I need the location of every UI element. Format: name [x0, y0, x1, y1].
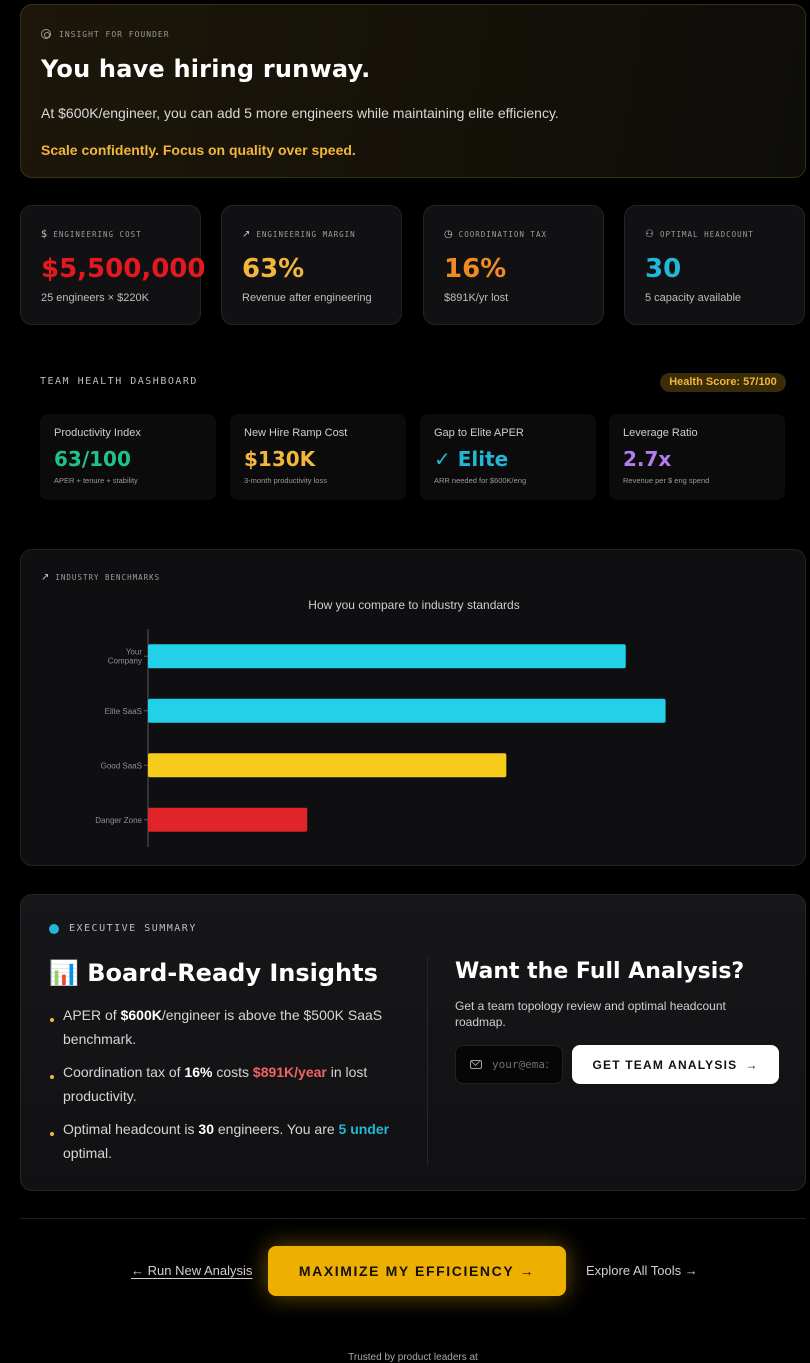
maximize-efficiency-button[interactable]: MAXIMIZE MY EFFICIENCY → — [268, 1246, 566, 1296]
health-card-value: $130K — [244, 447, 316, 471]
health-card-ramp-cost: New Hire Ramp Cost $130K 3-month product… — [230, 414, 406, 500]
stat-label: OPTIMAL HEADCOUNT — [659, 230, 754, 239]
stat-sub: Revenue after engineering — [242, 292, 372, 304]
status-dot-icon — [49, 923, 59, 934]
team-health-title: TEAM HEALTH DASHBOARD — [40, 376, 198, 387]
chart-title: How you compare to industry standards — [308, 598, 520, 612]
health-card-sub: APER + tenure + stability — [54, 476, 138, 485]
summary-kicker: EXECUTIVE SUMMARY — [69, 923, 197, 934]
trending-up-icon: ↗ — [41, 572, 50, 583]
insight-card: INSIGHT FOR FOUNDER You have hiring runw… — [20, 4, 806, 178]
stat-label: ENGINEERING COST — [53, 230, 142, 239]
stat-value: 30 — [645, 254, 682, 284]
stat-value: $5,500,000 — [41, 254, 206, 284]
health-card-value: 2.7x — [623, 447, 672, 471]
insight-cta-text: Scale confidently. Focus on quality over… — [41, 142, 356, 158]
summary-title: 📊 Board-Ready Insights — [49, 959, 378, 987]
health-card-title: Gap to Elite APER — [434, 427, 524, 439]
get-team-analysis-button[interactable]: GET TEAM ANALYSIS → — [572, 1045, 779, 1084]
email-field[interactable] — [455, 1045, 563, 1084]
bar — [148, 644, 626, 669]
summary-bullet: Coordination tax of 16% costs $891K/year… — [49, 1060, 405, 1108]
insight-kicker-label: INSIGHT FOR FOUNDER — [59, 29, 170, 39]
users-icon: ⚇ — [645, 229, 654, 240]
health-card-title: New Hire Ramp Cost — [244, 427, 348, 439]
target-icon — [41, 29, 51, 39]
bar-chart-icon: 📊 — [49, 959, 79, 987]
stat-label: ENGINEERING MARGIN — [256, 230, 356, 239]
trusted-by-text: Trusted by product leaders at — [348, 1352, 478, 1363]
footer-divider — [20, 1218, 806, 1219]
clock-icon: ◷ — [444, 229, 453, 240]
stat-card-engineering-margin: ↗ ENGINEERING MARGIN 63% Revenue after en… — [221, 205, 402, 325]
insight-title: You have hiring runway. — [41, 55, 371, 83]
benchmark-chart: Your Company Elite SaaS Good SaaS Danger Zon… — [95, 629, 666, 847]
vertical-divider — [427, 957, 428, 1165]
explore-all-tools-link[interactable]: Explore All Tools → — [586, 1263, 698, 1278]
stat-value: 63% — [242, 254, 305, 284]
stat-sub: 5 capacity available — [645, 292, 742, 304]
health-card-leverage: Leverage Ratio 2.7x Revenue per $ eng sp… — [609, 414, 785, 500]
stat-sub: $891K/yr lost — [444, 292, 509, 304]
health-card-title: Productivity Index — [54, 427, 141, 439]
bar — [148, 753, 507, 778]
trending-up-icon: ↗ — [242, 229, 251, 240]
y-tick-label: Elite SaaS — [105, 707, 142, 716]
health-score-badge: Health Score: 57/100 — [660, 373, 786, 392]
health-card-sub: Revenue per $ eng spend — [623, 476, 710, 485]
stat-card-optimal-headcount: ⚇ OPTIMAL HEADCOUNT 30 5 capacity availab… — [624, 205, 805, 325]
stat-card-coordination-tax: ◷ COORDINATION TAX 16% $891K/yr lost — [423, 205, 604, 325]
summary-list: APER of $600K/engineer is above the $500… — [49, 1003, 405, 1174]
stat-sub: 25 engineers × $220K — [41, 292, 149, 304]
stat-card-engineering-cost: $ ENGINEERING COST $5,500,000 25 engineer… — [20, 205, 205, 325]
run-new-analysis-link[interactable]: ← Run New Analysis — [131, 1263, 253, 1278]
bar — [148, 807, 308, 832]
industry-benchmarks-card: ↗ INDUSTRY BENCHMARKS How you compare to… — [20, 549, 806, 866]
insight-kicker: INSIGHT FOR FOUNDER — [41, 29, 170, 39]
executive-summary-card: EXECUTIVE SUMMARY 📊 Board-Ready Insights… — [20, 894, 806, 1191]
email-input[interactable] — [492, 1058, 548, 1071]
dollar-icon: $ — [41, 229, 48, 240]
mail-icon — [470, 1060, 482, 1069]
health-card-sub: ARR needed for $600K/eng — [434, 476, 527, 485]
y-tick-label: Danger Zone — [95, 816, 142, 825]
health-card-value: ✓ Elite — [434, 447, 509, 471]
health-card-title: Leverage Ratio — [623, 427, 698, 439]
health-card-gap-to-elite: Gap to Elite APER ✓ Elite ARR needed for… — [420, 414, 596, 500]
summary-bullet: APER of $600K/engineer is above the $500… — [49, 1003, 405, 1051]
arrow-right-icon: → — [745, 1057, 759, 1072]
health-card-productivity: Productivity Index 63/100 APER + tenure … — [40, 414, 216, 500]
cta-description: Get a team topology review and optimal h… — [455, 999, 726, 1029]
insight-body: At $600K/engineer, you can add 5 more en… — [41, 105, 559, 121]
stat-value: 16% — [444, 254, 507, 284]
y-tick-label: Your Company — [108, 647, 143, 665]
cta-title: Want the Full Analysis? — [455, 959, 745, 984]
health-card-sub: 3-month productivity loss — [244, 476, 327, 485]
health-card-value: 63/100 — [54, 447, 131, 471]
summary-bullet: Optimal headcount is 30 engineers. You a… — [49, 1117, 405, 1165]
stat-label: COORDINATION TAX — [458, 230, 547, 239]
bar — [148, 698, 666, 723]
y-tick-label: Good SaaS — [101, 761, 142, 770]
benchmarks-kicker: INDUSTRY BENCHMARKS — [55, 573, 161, 582]
